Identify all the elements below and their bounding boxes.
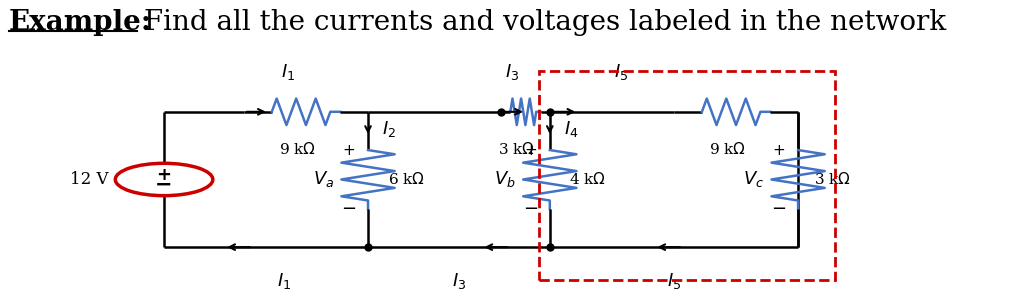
- Text: 9 k$\Omega$: 9 k$\Omega$: [709, 141, 745, 157]
- Text: −: −: [341, 200, 356, 218]
- Text: $V_c$: $V_c$: [743, 170, 764, 189]
- Text: $I_2$: $I_2$: [382, 120, 396, 139]
- Text: 12 V: 12 V: [70, 171, 109, 188]
- Text: −: −: [522, 200, 538, 218]
- Text: 3 k$\Omega$: 3 k$\Omega$: [814, 171, 851, 187]
- Text: $I_1$: $I_1$: [282, 62, 295, 82]
- Text: 6 k$\Omega$: 6 k$\Omega$: [387, 171, 424, 187]
- Text: +: +: [524, 143, 537, 157]
- Text: $I_5$: $I_5$: [613, 62, 628, 82]
- Text: +: +: [157, 166, 172, 184]
- Text: $I_1$: $I_1$: [276, 271, 291, 291]
- Text: 3 k$\Omega$: 3 k$\Omega$: [498, 141, 535, 157]
- Text: $I_3$: $I_3$: [452, 271, 466, 291]
- Text: $I_3$: $I_3$: [505, 62, 519, 82]
- Text: $I_5$: $I_5$: [667, 271, 681, 291]
- Text: $V_b$: $V_b$: [495, 170, 516, 189]
- Text: +: +: [342, 143, 355, 157]
- Text: $V_a$: $V_a$: [313, 170, 334, 189]
- Text: $I_4$: $I_4$: [564, 120, 579, 139]
- Text: 4 k$\Omega$: 4 k$\Omega$: [569, 171, 606, 187]
- Text: Find all the currents and voltages labeled in the network: Find all the currents and voltages label…: [143, 9, 946, 36]
- Bar: [540, 71, 836, 279]
- Text: −: −: [156, 175, 173, 195]
- Text: −: −: [771, 200, 786, 218]
- Text: Example:: Example:: [9, 9, 152, 36]
- Text: 9 k$\Omega$: 9 k$\Omega$: [279, 141, 315, 157]
- Text: +: +: [772, 143, 785, 157]
